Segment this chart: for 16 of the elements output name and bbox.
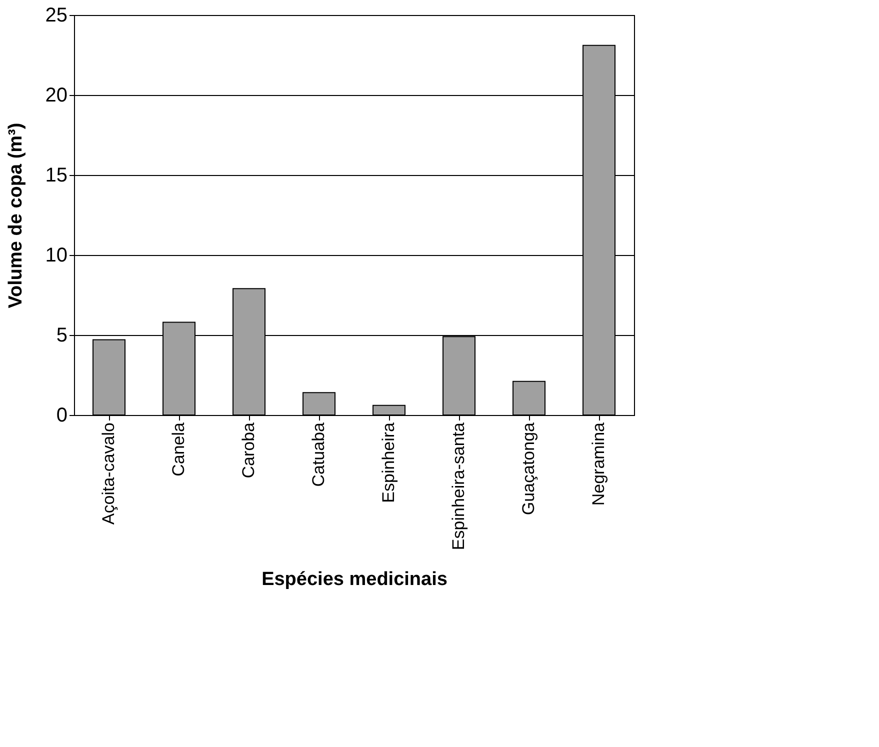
x-tick-label: Guaçatonga	[519, 422, 538, 516]
y-tick-label: 10	[45, 244, 68, 266]
y-tick-label: 25	[45, 4, 68, 26]
y-tick-label: 0	[56, 404, 68, 426]
y-tick-label: 5	[56, 324, 68, 346]
x-tick-label: Espinheira	[379, 422, 398, 503]
x-tick-label: Negramina	[589, 422, 608, 506]
x-tick-label: Caroba	[239, 422, 258, 478]
x-tick-label: Catuaba	[309, 422, 328, 487]
y-tick-label: 20	[45, 84, 68, 106]
x-tick-label: Espinheira-santa	[449, 422, 468, 550]
x-axis-title: Espécies medicinais	[262, 569, 448, 590]
x-tick-label: Canela	[169, 422, 188, 476]
y-tick-label: 15	[45, 164, 68, 186]
y-axis-title: Volume de copa (m³)	[5, 122, 26, 308]
x-tick-label: Açoita-cavalo	[99, 422, 118, 525]
